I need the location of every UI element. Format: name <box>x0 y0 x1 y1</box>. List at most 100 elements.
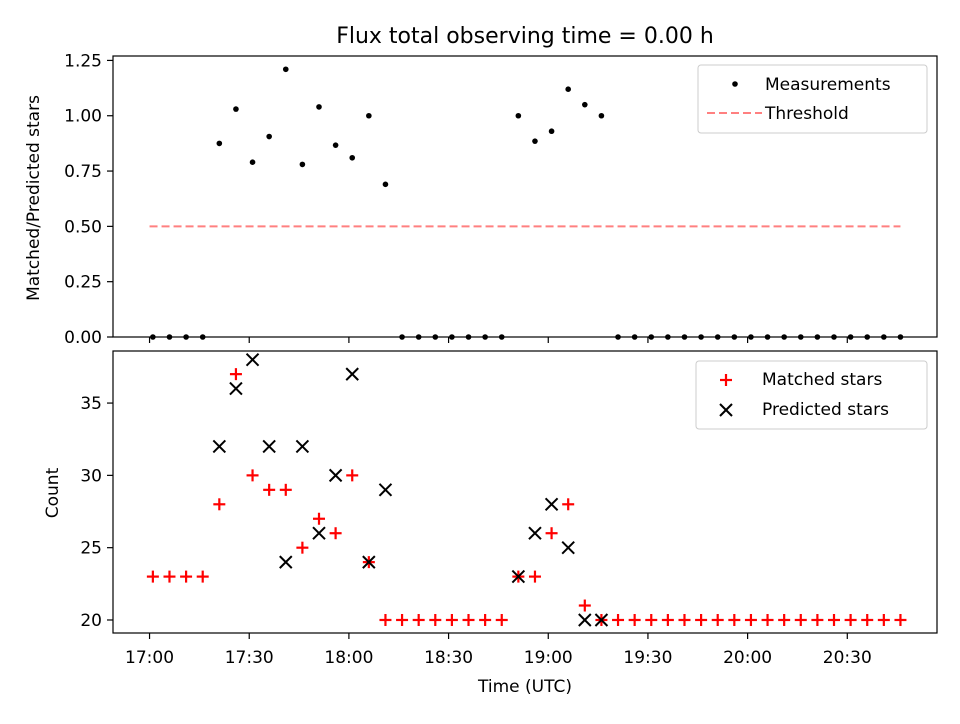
y-tick-label: 0.75 <box>64 162 102 182</box>
matched-stars-point <box>877 613 890 626</box>
matched-stars-point <box>396 613 409 626</box>
matched-stars-point <box>562 498 575 511</box>
chart-title: Flux total observing time = 0.00 h <box>336 24 714 49</box>
predicted-stars-point <box>312 526 326 540</box>
y-tick-label: 1.25 <box>64 51 102 71</box>
top-y-axis-label: Matched/Predicted stars <box>24 95 44 301</box>
measurement-point <box>199 334 206 340</box>
predicted-stars-point <box>594 613 609 627</box>
measurement-point <box>714 334 721 340</box>
legend-predicted-label: Predicted stars <box>762 400 889 420</box>
matched-stars-point <box>163 570 176 583</box>
matched-stars-point <box>263 483 276 496</box>
legend-matched-marker <box>720 374 732 386</box>
bottom-y-axis-label: Count <box>43 467 63 518</box>
measurement-point <box>233 106 239 112</box>
measurement-point <box>881 334 887 340</box>
predicted-stars-point <box>345 367 359 381</box>
measurement-point <box>681 334 688 340</box>
measurement-point <box>764 334 771 340</box>
measurement-point <box>897 334 904 340</box>
measurement-point <box>864 334 871 340</box>
y-tick-label: 20 <box>80 611 102 631</box>
measurement-point <box>698 334 704 340</box>
measurement-point <box>631 334 638 340</box>
y-tick-label: 30 <box>80 466 102 486</box>
matched-stars-point <box>761 613 774 626</box>
legend-measurements-label: Measurements <box>765 75 891 95</box>
measurement-point <box>565 86 571 92</box>
measurement-point <box>498 334 505 340</box>
matched-stars-point <box>379 613 392 626</box>
predicted-stars-point <box>279 555 293 569</box>
matched-stars-point <box>246 469 259 482</box>
measurement-point <box>731 334 738 340</box>
matched-stars-point <box>861 613 874 626</box>
x-axis-label: Time (UTC) <box>477 677 572 697</box>
y-tick-label: 35 <box>80 394 102 414</box>
measurement-point <box>282 66 289 73</box>
measurement-point <box>415 334 422 340</box>
matched-stars-point <box>612 613 625 626</box>
measurement-point <box>515 112 522 119</box>
matched-stars-point <box>695 613 708 626</box>
legend-measurements-marker <box>732 81 738 87</box>
x-tick-label: 19:00 <box>524 648 573 668</box>
matched-stars-point <box>744 613 757 626</box>
matched-stars-point <box>528 570 541 583</box>
measurement-point <box>349 154 356 161</box>
measurement-point <box>582 101 588 108</box>
measurement-point <box>166 334 173 340</box>
plot-frame <box>112 350 938 634</box>
matched-stars-point <box>296 541 309 554</box>
legend-ratio: Measurements Threshold <box>697 64 928 134</box>
matched-stars-point <box>479 613 492 626</box>
x-tick-label: 17:00 <box>125 648 174 668</box>
predicted-stars-point <box>561 540 575 555</box>
predicted-stars-point <box>378 483 393 497</box>
predicted-stars-point <box>212 439 227 454</box>
measurement-point <box>665 334 671 340</box>
y-tick-label: 0.25 <box>64 273 102 293</box>
measurement-point <box>831 334 837 340</box>
matched-stars-point <box>794 613 807 626</box>
measurement-point <box>548 128 555 135</box>
matched-stars-point <box>313 512 325 525</box>
predicted-stars-point <box>544 497 559 511</box>
measurement-point <box>183 334 189 340</box>
matched-stars-point <box>778 613 791 626</box>
measurement-point <box>216 140 223 147</box>
predicted-stars-point <box>511 569 526 584</box>
matched-stars-point <box>844 613 857 626</box>
predicted-stars-point <box>362 555 376 569</box>
matched-stars-point <box>462 613 475 626</box>
predicted-stars-point <box>229 381 243 396</box>
y-tick-label: 25 <box>80 539 102 559</box>
measurement-point <box>150 334 156 340</box>
matched-stars-point <box>578 599 591 612</box>
matched-stars-point <box>213 498 226 511</box>
matched-stars-point <box>229 368 242 381</box>
predicted-stars-point <box>262 439 276 454</box>
panel-counts: 20 25 30 35 17:00 17:30 18:00 18:30 19:00 19:30 20… <box>80 350 938 668</box>
matched-stars-point <box>429 613 442 626</box>
y-tick-label: 0.00 <box>64 328 102 348</box>
predicted-stars-point <box>328 468 343 483</box>
matched-stars-point <box>412 613 425 626</box>
legend-threshold-label: Threshold <box>764 104 849 124</box>
measurement-point <box>781 334 787 340</box>
predicted-stars-point <box>578 613 592 627</box>
panel-ratio: 0.00 0.25 0.50 0.75 1.00 1.25 <box>64 51 938 348</box>
matched-stars-point <box>678 613 691 626</box>
x-tick-label: 19:30 <box>623 648 672 668</box>
matched-stars-point <box>180 570 193 583</box>
measurement-point <box>797 334 804 340</box>
y-tick-label: 1.00 <box>64 107 102 127</box>
matched-stars-point <box>495 613 508 626</box>
measurement-point <box>748 334 754 340</box>
matched-stars-point <box>146 570 159 583</box>
matched-stars-point <box>279 483 292 496</box>
legend-frame <box>697 64 928 134</box>
measurement-point <box>847 334 854 340</box>
measurement-point <box>482 334 488 340</box>
